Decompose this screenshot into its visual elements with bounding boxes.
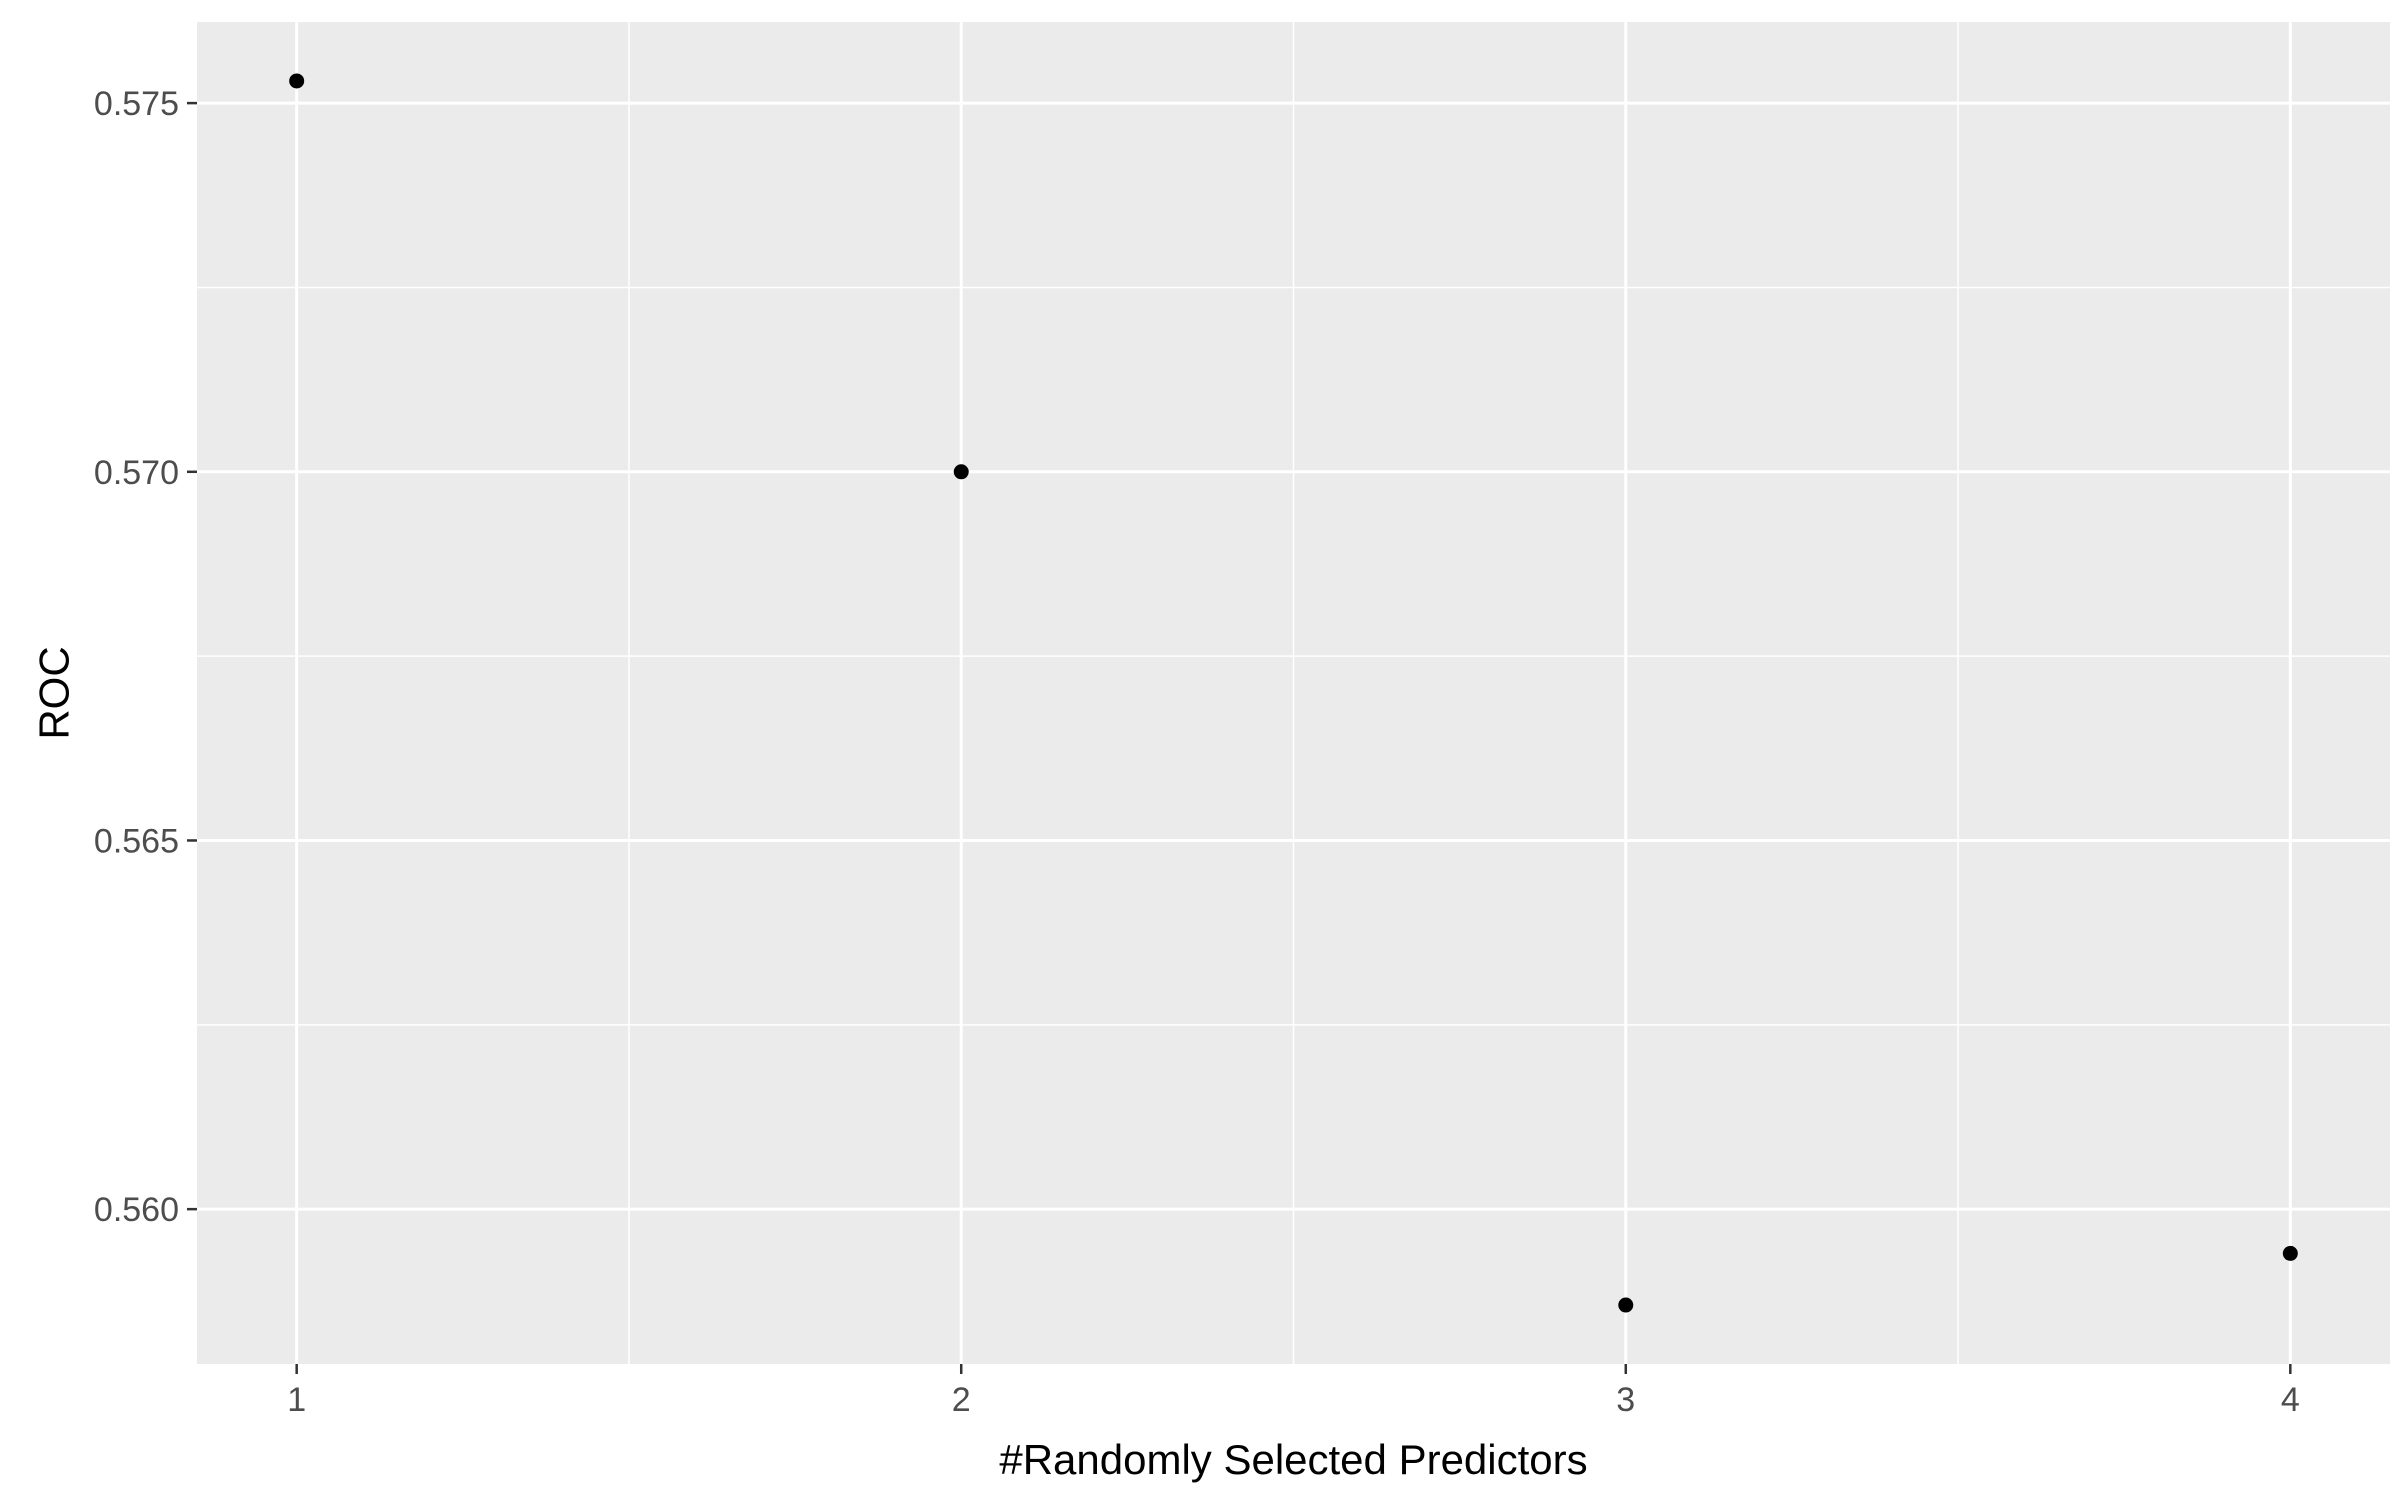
- y-tick-label: 0.560: [94, 1191, 179, 1229]
- x-axis-title: #Randomly Selected Predictors: [999, 1436, 1587, 1483]
- y-tick-label: 0.565: [94, 822, 179, 860]
- y-tick-label: 0.575: [94, 85, 179, 123]
- y-axis: 0.560 0.565 0.570 0.575: [94, 85, 197, 1229]
- x-axis: 1 2 3 4: [287, 1364, 2300, 1419]
- data-point: [1618, 1297, 1634, 1313]
- minor-gridlines: [197, 22, 2390, 1364]
- y-axis-title: ROC: [31, 646, 78, 739]
- x-tick-label: 4: [2281, 1381, 2300, 1419]
- major-gridlines: [197, 22, 2390, 1364]
- data-point: [953, 464, 969, 480]
- data-points: [289, 73, 2298, 1313]
- x-tick-label: 3: [1616, 1381, 1635, 1419]
- y-tick-label: 0.570: [94, 454, 179, 492]
- data-point: [289, 73, 305, 89]
- x-tick-label: 2: [952, 1381, 971, 1419]
- data-point: [2282, 1245, 2298, 1261]
- x-tick-label: 1: [287, 1381, 306, 1419]
